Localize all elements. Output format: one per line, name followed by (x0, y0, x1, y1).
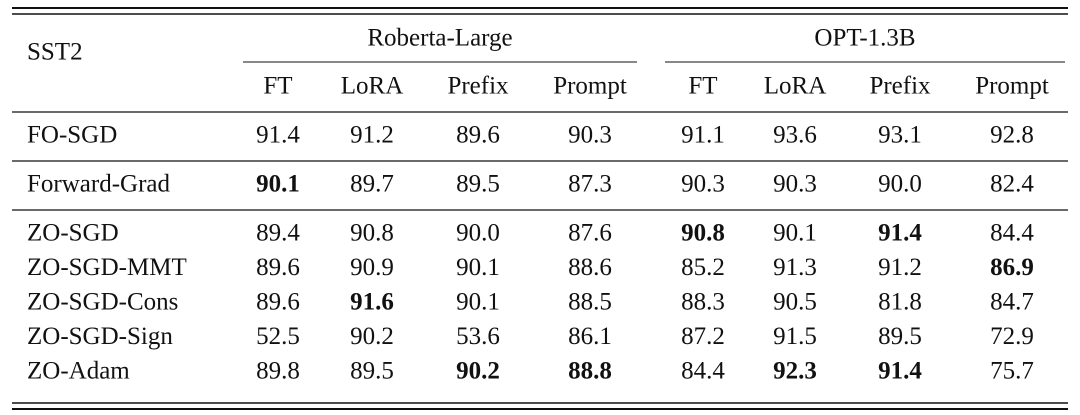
row-label: Forward-Grad (27, 171, 171, 198)
cell: 86.1 (568, 323, 612, 350)
corner-label: SST2 (27, 39, 83, 66)
cell: 89.5 (350, 358, 394, 385)
column-header: FT (263, 73, 292, 100)
row-label: ZO-SGD (27, 220, 119, 247)
cell: 88.5 (568, 289, 612, 316)
cell: 89.6 (256, 289, 300, 316)
cell: 72.9 (990, 323, 1034, 350)
cell: 90.1 (256, 171, 300, 198)
cell: 90.3 (681, 171, 725, 198)
column-header: FT (688, 73, 717, 100)
row-label: FO-SGD (27, 122, 117, 149)
cell: 84.4 (990, 220, 1034, 247)
column-header: Prefix (447, 73, 509, 100)
cell: 53.6 (456, 323, 500, 350)
cell: 89.8 (256, 358, 300, 385)
cell: 90.3 (773, 171, 817, 198)
cell: 88.8 (568, 358, 612, 385)
cell: 75.7 (990, 358, 1034, 385)
cell: 90.5 (773, 289, 817, 316)
cell: 91.6 (350, 289, 394, 316)
column-header: Prefix (869, 73, 931, 100)
cell: 90.3 (568, 122, 612, 149)
cell: 86.9 (990, 254, 1034, 281)
row-label: ZO-SGD-Cons (27, 289, 178, 316)
cell: 89.5 (456, 171, 500, 198)
row-label: ZO-Adam (27, 358, 130, 385)
cell: 90.1 (456, 289, 500, 316)
cell: 90.1 (456, 254, 500, 281)
cell: 88.6 (568, 254, 612, 281)
cell: 89.7 (350, 171, 394, 198)
cell: 92.8 (990, 122, 1034, 149)
cell: 90.2 (456, 358, 500, 385)
cell: 90.0 (456, 220, 500, 247)
cell: 90.9 (350, 254, 394, 281)
cell: 91.3 (773, 254, 817, 281)
cell: 87.2 (681, 323, 725, 350)
cell: 87.6 (568, 220, 612, 247)
cell: 91.5 (773, 323, 817, 350)
cell: 52.5 (256, 323, 300, 350)
cell: 90.1 (773, 220, 817, 247)
cell: 81.8 (878, 289, 922, 316)
cell: 91.4 (878, 220, 922, 247)
column-header: LoRA (764, 73, 827, 100)
cell: 90.8 (350, 220, 394, 247)
column-header: Prompt (553, 73, 627, 100)
cell: 91.4 (878, 358, 922, 385)
cell: 93.1 (878, 122, 922, 149)
row-label: ZO-SGD-Sign (27, 323, 173, 350)
cell: 91.4 (256, 122, 300, 149)
column-header: LoRA (341, 73, 404, 100)
cell: 92.3 (773, 358, 817, 385)
cell: 91.2 (350, 122, 394, 149)
cell: 90.2 (350, 323, 394, 350)
cell: 91.1 (681, 122, 725, 149)
group-header: OPT-1.3B (814, 25, 915, 52)
cell: 84.7 (990, 289, 1034, 316)
cell: 89.5 (878, 323, 922, 350)
cell: 84.4 (681, 358, 725, 385)
cell: 89.6 (256, 254, 300, 281)
cell: 88.3 (681, 289, 725, 316)
cell: 93.6 (773, 122, 817, 149)
cell: 90.0 (878, 171, 922, 198)
group-header: Roberta-Large (367, 25, 512, 52)
cell: 91.2 (878, 254, 922, 281)
cell: 85.2 (681, 254, 725, 281)
row-label: ZO-SGD-MMT (27, 254, 187, 281)
cell: 82.4 (990, 171, 1034, 198)
cell: 87.3 (568, 171, 612, 198)
cell: 89.4 (256, 220, 300, 247)
column-header: Prompt (975, 73, 1049, 100)
cell: 90.8 (681, 220, 725, 247)
cell: 89.6 (456, 122, 500, 149)
